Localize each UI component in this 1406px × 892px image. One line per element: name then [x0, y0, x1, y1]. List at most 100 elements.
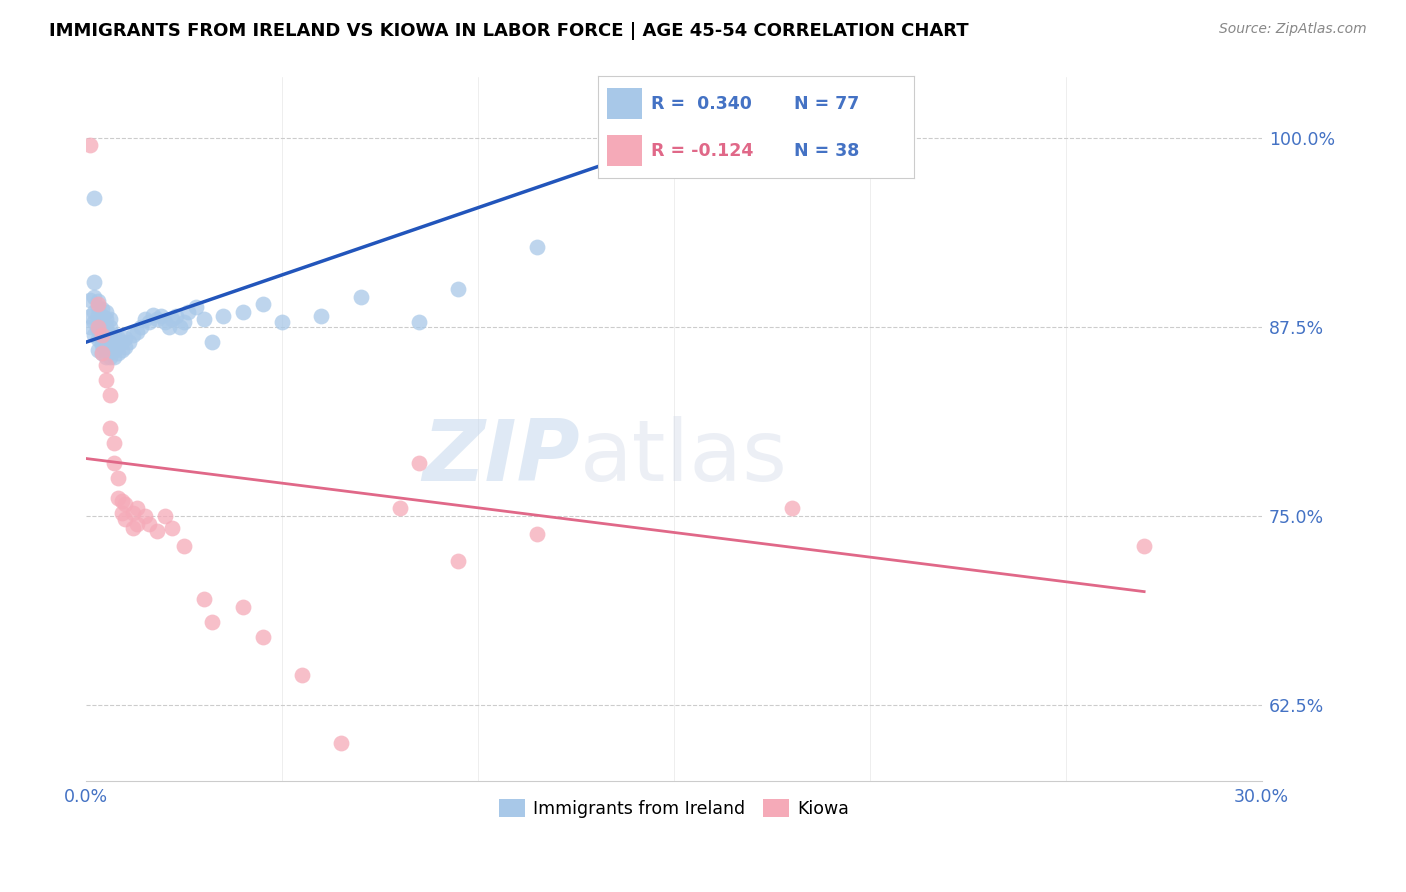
Point: [271, 315, 294, 329]
Point: [122, 521, 145, 535]
Point: [169, 320, 191, 334]
Point: [98, 335, 121, 350]
Point: [114, 497, 136, 511]
Point: [103, 327, 125, 342]
Point: [98, 350, 121, 364]
Point: [526, 527, 548, 541]
Point: [83, 275, 105, 289]
Point: [79, 320, 101, 334]
Point: [91, 317, 114, 331]
Point: [87, 297, 110, 311]
Text: N = 38: N = 38: [793, 142, 859, 160]
Point: [98, 343, 121, 357]
Point: [349, 290, 371, 304]
Point: [232, 305, 254, 319]
Point: [526, 240, 548, 254]
Point: [98, 312, 121, 326]
Point: [1133, 539, 1156, 553]
Point: [201, 615, 224, 629]
Point: [94, 335, 117, 350]
Point: [103, 436, 125, 450]
Point: [162, 312, 184, 326]
Point: [79, 293, 101, 307]
Point: [173, 539, 195, 553]
Point: [91, 338, 114, 352]
Point: [193, 312, 215, 326]
Point: [201, 335, 224, 350]
Point: [212, 310, 235, 324]
Point: [447, 554, 470, 568]
Point: [79, 138, 101, 153]
Text: IMMIGRANTS FROM IRELAND VS KIOWA IN LABOR FORCE | AGE 45-54 CORRELATION CHART: IMMIGRANTS FROM IRELAND VS KIOWA IN LABO…: [49, 22, 969, 40]
Point: [127, 501, 149, 516]
Point: [91, 345, 114, 359]
Point: [107, 345, 129, 359]
Point: [87, 320, 110, 334]
Point: [447, 282, 470, 296]
Point: [127, 325, 149, 339]
Point: [184, 301, 207, 315]
Text: R = -0.124: R = -0.124: [651, 142, 754, 160]
Point: [780, 501, 803, 516]
Point: [146, 312, 169, 326]
Point: [83, 290, 105, 304]
Point: [83, 191, 105, 205]
Point: [103, 350, 125, 364]
Point: [94, 373, 117, 387]
Point: [87, 332, 110, 346]
Point: [103, 343, 125, 357]
Bar: [607, 136, 641, 166]
Point: [91, 327, 114, 342]
Point: [79, 310, 101, 324]
Point: [193, 592, 215, 607]
Point: [83, 305, 105, 319]
Point: [91, 301, 114, 316]
Point: [98, 327, 121, 342]
Point: [291, 667, 314, 681]
Point: [157, 320, 180, 334]
Point: [134, 508, 156, 523]
Point: [605, 153, 627, 168]
Point: [98, 388, 121, 402]
Point: [114, 340, 136, 354]
Point: [329, 736, 352, 750]
Text: Source: ZipAtlas.com: Source: ZipAtlas.com: [1219, 22, 1367, 37]
Point: [91, 323, 114, 337]
Point: [252, 630, 274, 644]
Point: [138, 315, 160, 329]
Point: [388, 501, 411, 516]
Point: [91, 310, 114, 324]
Point: [232, 599, 254, 614]
Point: [177, 305, 200, 319]
Point: [114, 330, 136, 344]
Point: [87, 308, 110, 322]
Point: [87, 343, 110, 357]
Text: atlas: atlas: [579, 416, 787, 499]
Point: [408, 456, 430, 470]
Point: [107, 338, 129, 352]
Bar: [607, 88, 641, 119]
Legend: Immigrants from Ireland, Kiowa: Immigrants from Ireland, Kiowa: [492, 792, 856, 825]
Point: [165, 310, 187, 324]
Text: N = 77: N = 77: [793, 95, 859, 112]
Point: [408, 315, 430, 329]
Point: [107, 491, 129, 505]
Point: [87, 294, 110, 309]
Point: [91, 345, 114, 359]
Point: [103, 335, 125, 350]
Point: [122, 506, 145, 520]
Point: [162, 521, 184, 535]
Point: [252, 297, 274, 311]
Point: [98, 320, 121, 334]
Point: [311, 310, 333, 324]
Point: [129, 320, 152, 334]
Point: [153, 508, 176, 523]
Point: [114, 512, 136, 526]
Text: ZIP: ZIP: [422, 416, 579, 499]
Point: [94, 350, 117, 364]
Point: [146, 524, 169, 538]
Point: [98, 421, 121, 435]
Point: [103, 456, 125, 470]
Point: [94, 305, 117, 319]
Point: [107, 471, 129, 485]
